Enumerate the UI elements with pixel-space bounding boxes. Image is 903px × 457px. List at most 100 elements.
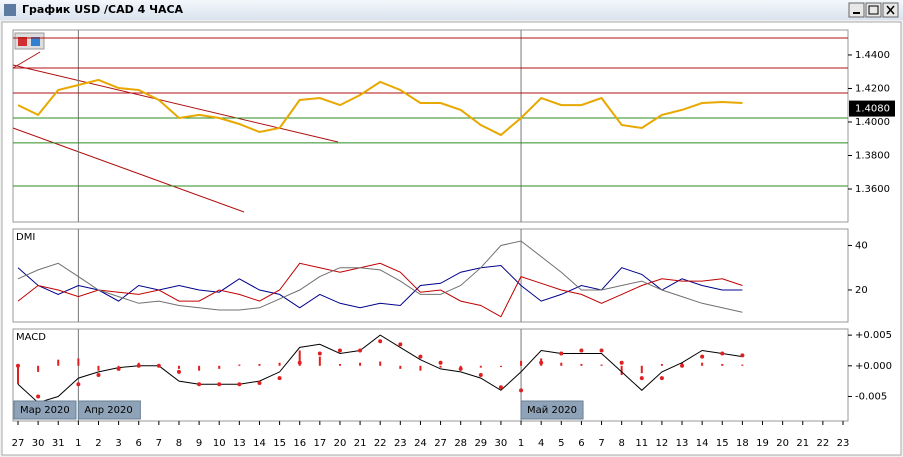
maximize-button[interactable]	[865, 2, 882, 18]
x-tick-label: 5	[558, 438, 564, 449]
y-tick-label: 20	[855, 285, 868, 296]
signal-dot	[659, 376, 664, 381]
signal-dot	[539, 360, 544, 365]
signal-dot	[740, 353, 745, 358]
x-tick-label: 23	[394, 438, 407, 449]
x-tick-label: 27	[12, 438, 25, 449]
signal-dot	[458, 366, 463, 371]
histogram-bar	[258, 363, 261, 366]
signal-dot	[237, 382, 242, 387]
signal-dot	[720, 351, 725, 356]
y-tick-label: 40	[855, 240, 868, 251]
title-bar	[0, 0, 903, 20]
histogram-bar	[338, 363, 341, 366]
x-tick-label: 22	[374, 438, 387, 449]
trend-line	[12, 127, 245, 213]
signal-dot	[277, 376, 282, 381]
histogram-bar	[560, 362, 563, 366]
x-tick-label: 31	[52, 438, 65, 449]
minimize-button[interactable]	[848, 2, 865, 18]
dmi-panel	[12, 228, 849, 323]
y-tick-label: 1.3600	[855, 184, 890, 195]
trend-line	[12, 64, 339, 143]
x-tick-label: 21	[354, 438, 367, 449]
histogram-bar	[278, 362, 281, 366]
histogram-bar	[177, 365, 180, 369]
period-label: Май 2020	[527, 405, 577, 416]
x-tick-label: 17	[313, 438, 326, 449]
x-tick-label: 8	[176, 438, 182, 449]
signal-dot	[398, 342, 403, 347]
macd-panel	[12, 328, 849, 422]
trend-lines	[12, 51, 339, 213]
indicator-line	[17, 264, 743, 309]
histogram-bar	[580, 363, 583, 366]
signal-dot	[156, 363, 161, 368]
x-tick-label: 20	[334, 438, 347, 449]
x-tick-label: 24	[414, 438, 427, 449]
x-tick-label: 15	[716, 438, 729, 449]
histogram-bar	[77, 358, 80, 366]
period-label-box	[13, 400, 77, 420]
maximize-icon	[868, 5, 879, 15]
histogram-bar	[600, 364, 603, 366]
histogram-bar	[499, 365, 502, 368]
signal-dot	[559, 351, 564, 356]
histogram-bar	[298, 350, 301, 366]
y-tick-label: 1.4400	[855, 50, 890, 61]
x-tick-label: 11	[635, 438, 648, 449]
x-tick-label: 1	[518, 438, 524, 449]
blue-control[interactable]	[31, 37, 40, 46]
signal-dot	[378, 339, 383, 344]
signal-dot	[317, 351, 322, 356]
signal-dot	[478, 373, 483, 377]
signal-dot	[217, 382, 222, 387]
signal-dot	[176, 369, 181, 374]
signal-dot	[498, 385, 503, 390]
histogram-bar	[520, 360, 523, 366]
histogram-bar	[37, 365, 40, 372]
histogram-bar	[741, 364, 744, 366]
histogram-bar	[660, 363, 663, 366]
x-tick-label: 8	[618, 438, 624, 449]
close-icon	[886, 5, 895, 15]
signal-dot	[337, 348, 342, 353]
window-title: График USD /CAD 4 ЧАСА	[22, 3, 184, 16]
red-control[interactable]	[18, 37, 27, 46]
signal-dot	[76, 382, 81, 387]
histogram-bar	[17, 365, 19, 385]
histogram-bar	[238, 364, 241, 366]
histogram-bar	[479, 365, 482, 368]
x-tick-label: 2	[95, 438, 101, 449]
histogram-bar	[419, 365, 422, 371]
panel-title: MACD	[16, 332, 46, 343]
x-tick-label: 19	[756, 438, 769, 449]
x-tick-label: 6	[136, 438, 142, 449]
histogram-bar	[721, 363, 724, 366]
x-tick-label: 22	[817, 438, 830, 449]
x-tick-label: 29	[474, 438, 487, 449]
x-tick-label: 7	[156, 438, 162, 449]
signal-dot	[519, 388, 524, 393]
x-tick-label: 3	[115, 438, 121, 449]
period-label: Мар 2020	[20, 405, 70, 416]
histogram-bar	[399, 365, 402, 369]
x-tick-label: 15	[273, 438, 286, 449]
period-label-box	[77, 400, 141, 420]
x-tick-label: 7	[598, 438, 604, 449]
x-tick-label: 13	[233, 438, 246, 449]
signal-dot	[257, 380, 262, 385]
price-line	[17, 78, 743, 137]
indicator-line	[17, 262, 743, 318]
x-tick-label: 6	[578, 438, 584, 449]
panel-title: DMI	[16, 232, 35, 243]
signal-dot	[639, 376, 644, 381]
signal-dot	[700, 354, 705, 359]
histogram-bar	[318, 356, 321, 366]
signal-dot	[619, 360, 624, 365]
chart-controls	[14, 32, 45, 50]
x-tick-label: 30	[495, 438, 508, 449]
signal-dot	[197, 382, 202, 387]
signal-dot	[418, 354, 423, 359]
